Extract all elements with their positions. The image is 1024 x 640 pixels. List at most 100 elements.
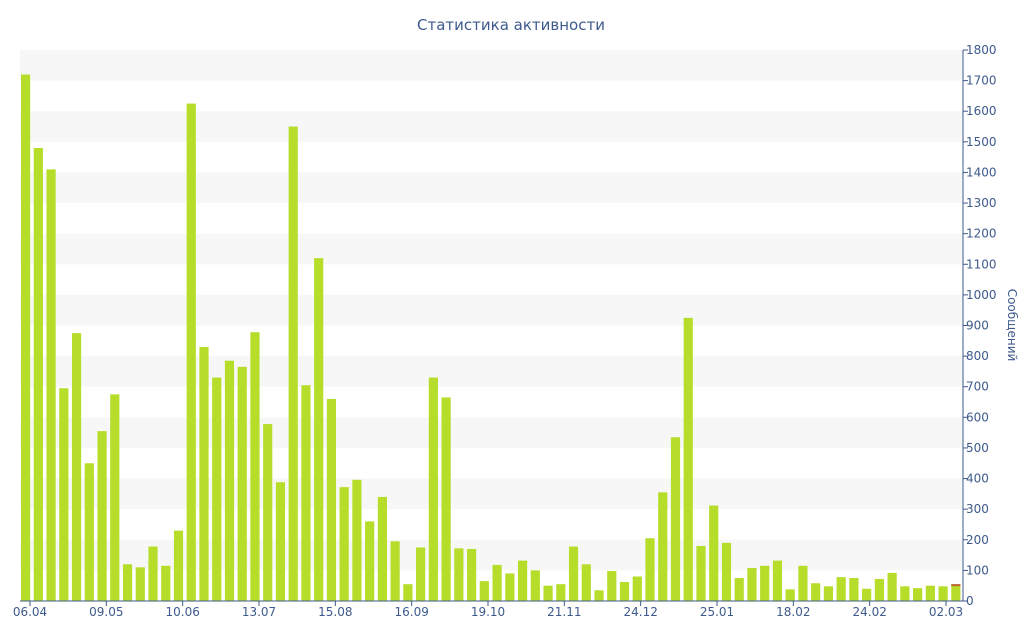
bar — [811, 583, 821, 601]
bar — [186, 103, 196, 601]
bar — [148, 546, 158, 601]
y-tick-label: 1800 — [966, 43, 997, 57]
x-tick-label: 13.07 — [242, 605, 276, 619]
bar — [173, 530, 184, 601]
bar — [670, 437, 681, 601]
y-ticks: 0 100 200 300 400 500 600 700 800 900 1000 1100 1200… — [963, 43, 997, 608]
bar — [21, 74, 31, 601]
bar — [84, 463, 94, 601]
grid-band — [20, 111, 963, 142]
bar — [913, 588, 923, 601]
x-tick-label: 24.02 — [852, 605, 886, 619]
x-tick-label: 19.10 — [471, 605, 505, 619]
bar — [224, 360, 235, 601]
bar — [71, 333, 82, 601]
bar — [734, 578, 744, 601]
x-tick-label: 06.04 — [13, 605, 47, 619]
bar — [900, 586, 910, 601]
bars-group — [21, 74, 961, 602]
y-tick-label: 700 — [966, 380, 989, 394]
y-tick-label: 1600 — [966, 104, 997, 118]
bar — [122, 564, 133, 601]
y-tick-label: 800 — [966, 349, 989, 363]
bar — [161, 565, 171, 601]
y-tick-label: 1500 — [966, 135, 997, 149]
bar — [568, 546, 579, 601]
bar — [135, 567, 145, 601]
bar — [326, 398, 337, 601]
x-tick-label: 21.11 — [547, 605, 581, 619]
bar — [772, 560, 783, 601]
x-tick-label: 02.03 — [929, 605, 963, 619]
x-tick-label: 15.08 — [318, 605, 352, 619]
bar — [594, 590, 604, 601]
x-tick-label: 25.01 — [700, 605, 734, 619]
bar — [301, 385, 311, 601]
bar — [237, 366, 247, 601]
bar — [785, 589, 795, 601]
bar — [887, 572, 897, 601]
bar — [836, 577, 846, 601]
bar — [683, 317, 693, 601]
bar — [97, 431, 107, 601]
bar — [925, 585, 935, 601]
grid-band — [20, 294, 963, 326]
bar — [365, 521, 375, 601]
y-tick-label: 200 — [966, 533, 989, 547]
bar — [747, 567, 757, 601]
x-tick-label: 24.12 — [623, 605, 657, 619]
bar — [110, 394, 120, 601]
bar — [59, 388, 69, 601]
bar — [581, 564, 591, 601]
y-tick-label: 1400 — [966, 165, 997, 179]
bar — [874, 578, 884, 601]
x-ticks: 06.04 09.05 10.06 13.07 15.08 16.09 19.10 21.11… — [13, 601, 963, 619]
y-tick-label: 1700 — [966, 74, 997, 88]
y-tick-label: 100 — [966, 563, 989, 577]
y-tick-label: 300 — [966, 502, 989, 516]
bar — [403, 584, 413, 601]
y-axis-title: Сообщений — [1005, 289, 1019, 362]
y-tick-label: 1100 — [966, 257, 997, 271]
bar — [314, 258, 324, 601]
bar — [862, 588, 872, 601]
bar — [645, 538, 655, 601]
x-tick-label: 09.05 — [89, 605, 123, 619]
grid-bands — [20, 50, 963, 571]
y-tick-label: 600 — [966, 410, 989, 424]
grid-band — [20, 233, 963, 265]
grid-band — [20, 417, 963, 448]
bar — [33, 147, 43, 601]
bar — [543, 585, 553, 601]
bar-highlight — [951, 584, 961, 587]
bar — [798, 565, 808, 601]
bar — [390, 541, 400, 601]
bar — [416, 547, 426, 601]
chart-title: Статистика активности — [417, 16, 605, 34]
x-tick-label: 10.06 — [165, 605, 199, 619]
bar — [263, 424, 273, 601]
bar — [377, 496, 387, 601]
bar — [938, 586, 948, 601]
bar — [212, 377, 222, 601]
grid-band — [20, 50, 963, 81]
bar — [632, 576, 642, 601]
bar — [352, 479, 362, 601]
bar — [849, 578, 859, 601]
grid-band — [20, 478, 963, 510]
bar — [288, 126, 298, 602]
bar — [517, 560, 528, 601]
bar — [696, 545, 706, 601]
grid-band — [20, 172, 963, 204]
grid-band — [20, 356, 963, 387]
y-tick-label: 1300 — [966, 196, 997, 210]
bar — [505, 573, 515, 601]
bar — [275, 482, 286, 601]
bar — [46, 169, 56, 601]
bar — [607, 571, 617, 601]
bar — [199, 346, 209, 601]
bar — [441, 397, 451, 601]
y-tick-label: 900 — [966, 319, 989, 333]
bar — [721, 542, 732, 601]
